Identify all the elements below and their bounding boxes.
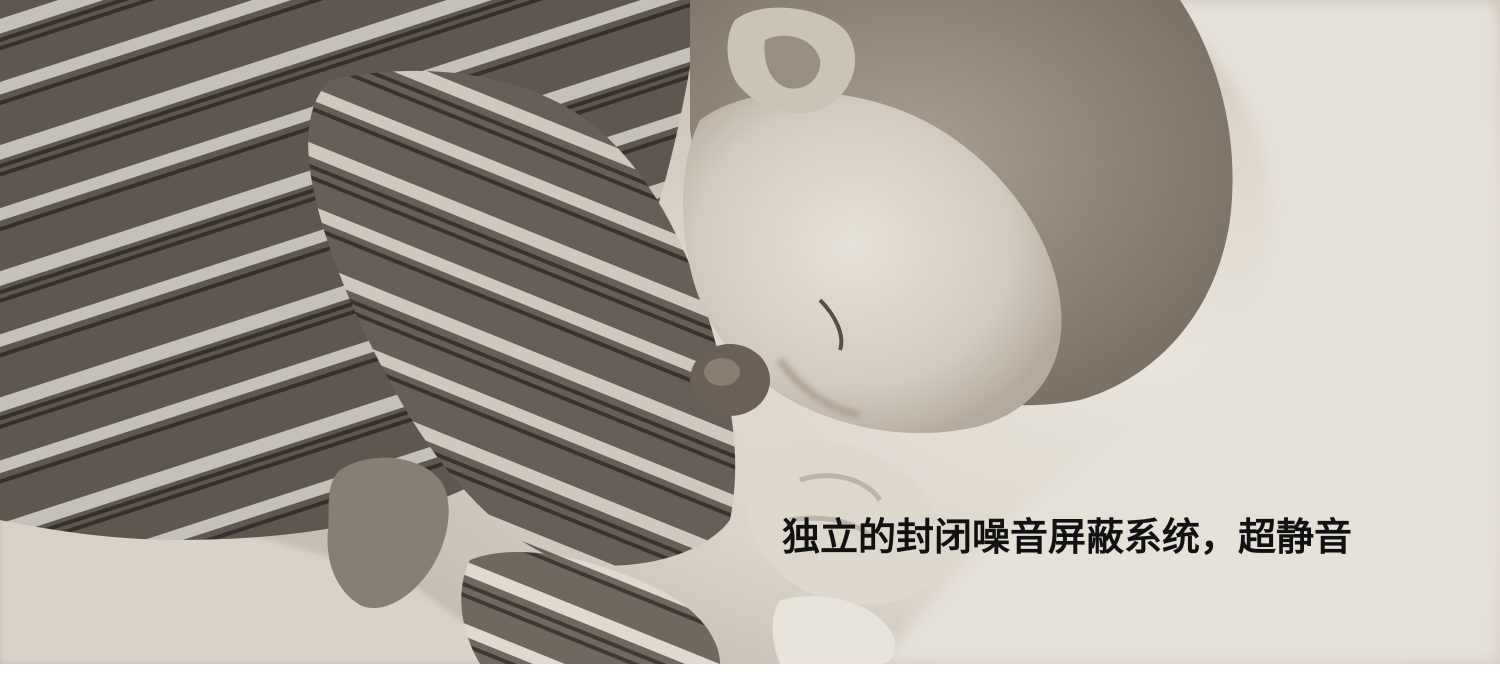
strap-clip [327,457,449,609]
banner-caption: 独立的封闭噪音屏蔽系统，超静音 [782,515,1353,559]
lower-sleeve [461,551,720,664]
blanket-foreground [0,514,520,664]
closed-eye [818,298,844,351]
sleeve-cuff [772,596,896,664]
baby-face [683,91,1062,434]
striped-sleeve [308,70,736,566]
bottom-whitespace [0,664,1500,674]
pillow-highlight [880,0,1500,664]
